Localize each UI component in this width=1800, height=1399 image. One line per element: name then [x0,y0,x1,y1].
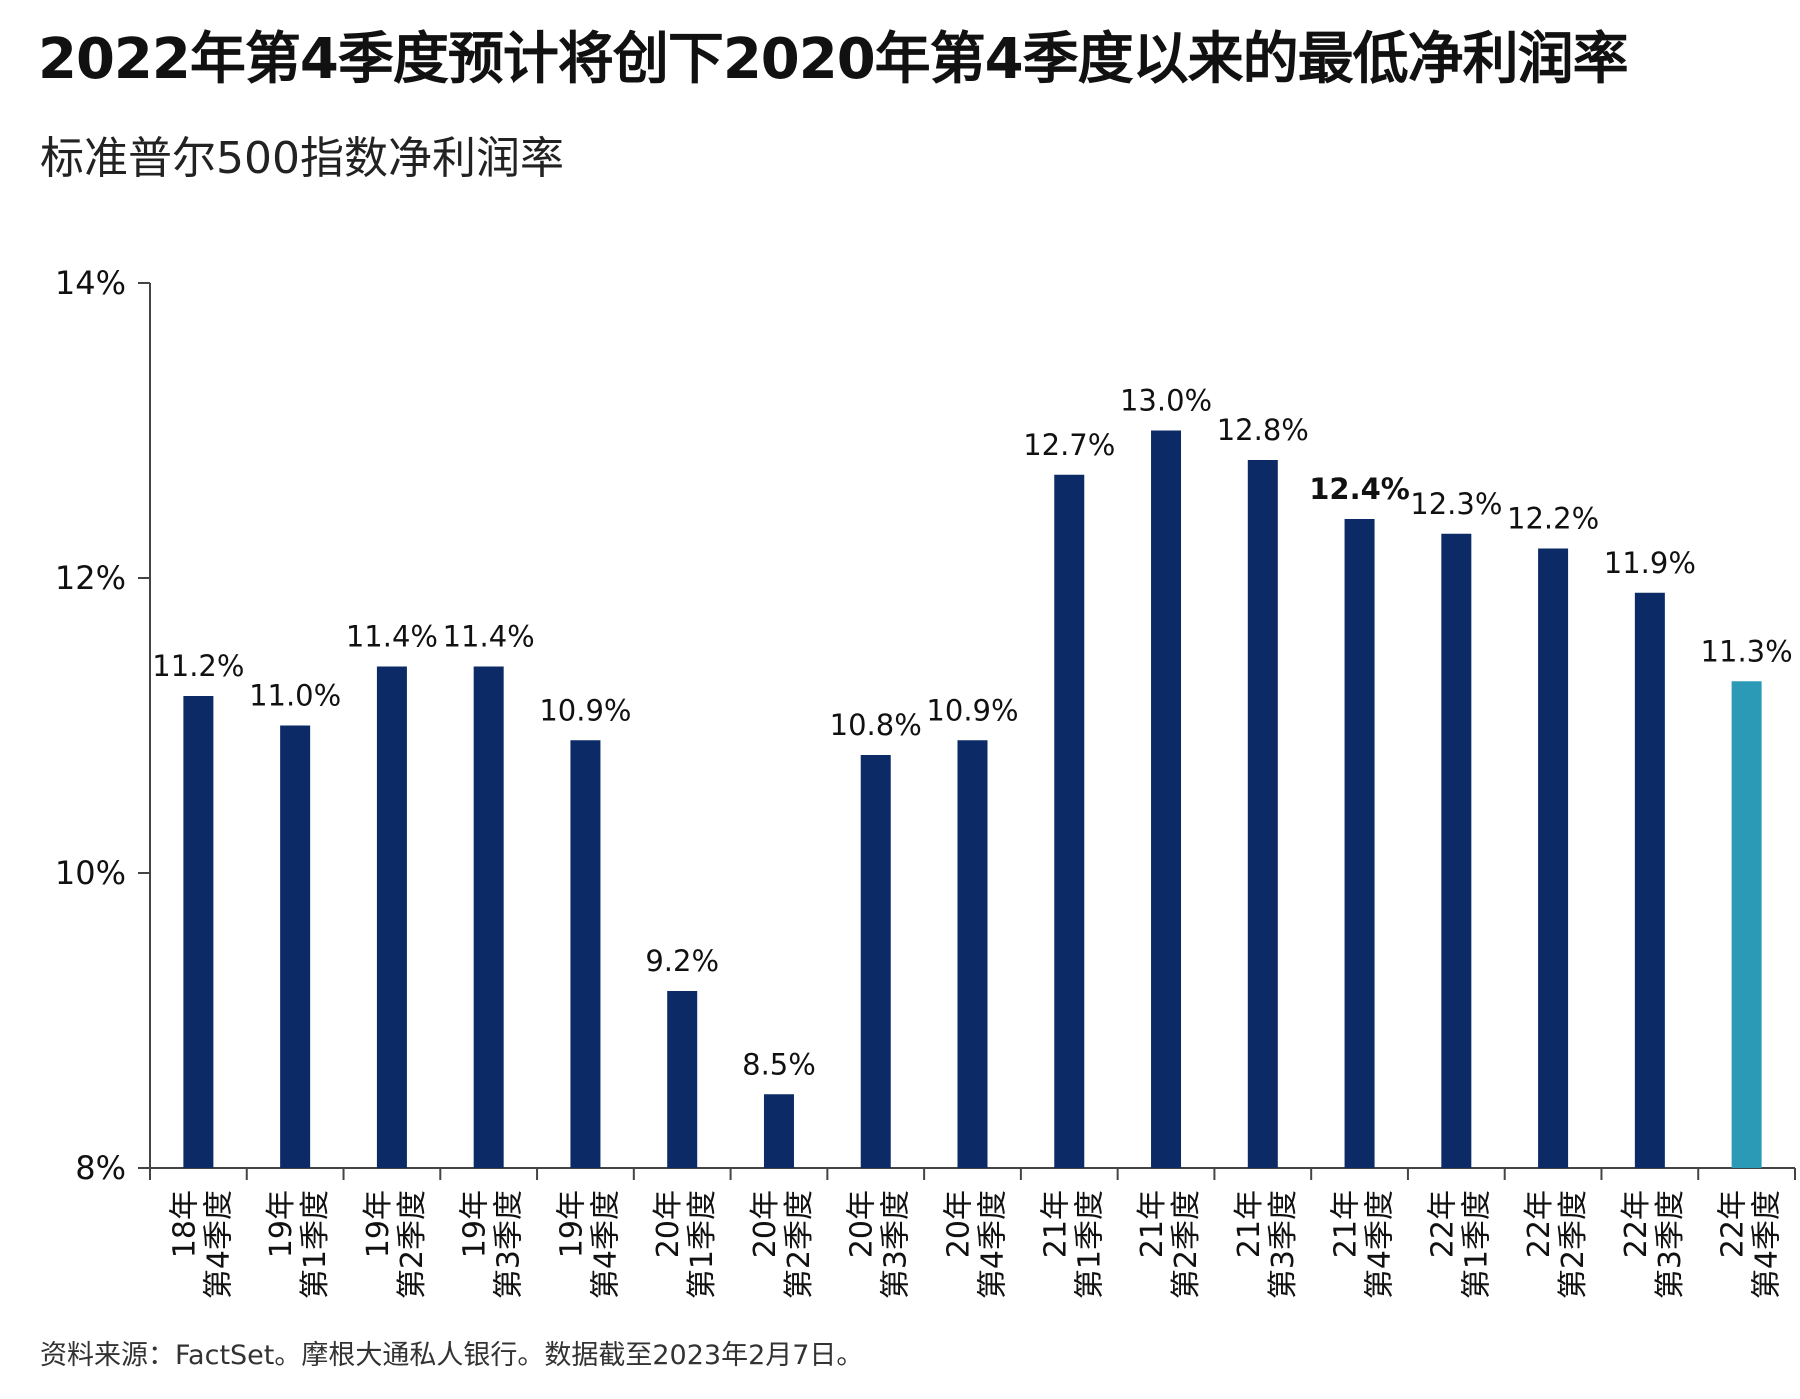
bar [1151,430,1182,1168]
x-category-year: 21年 [1232,1190,1267,1258]
x-category-label: 19年 第3季度 [458,1190,527,1299]
x-category-year: 21年 [1038,1190,1073,1258]
chart-subtitle: 标准普尔500指数净利润率 [40,133,564,184]
x-category-year: 22年 [1522,1190,1557,1258]
bar [1247,460,1278,1168]
x-category-quarter: 第3季度 [492,1190,527,1299]
bar [763,1094,794,1168]
x-category-label: 21年 第4季度 [1329,1190,1398,1299]
x-category-year: 19年 [264,1190,299,1258]
bar [473,666,504,1168]
bar [667,991,698,1168]
bar [957,740,988,1168]
x-category-year: 21年 [1135,1190,1170,1258]
x-category-quarter: 第3季度 [879,1190,914,1299]
x-category-label: 22年 第1季度 [1425,1190,1494,1299]
data-label: 12.3% [1410,487,1502,521]
x-category-label: 19年 第4季度 [554,1190,623,1299]
y-tick-label: 10% [55,854,126,892]
bar [860,755,891,1168]
x-category-quarter: 第4季度 [588,1190,623,1299]
x-category-quarter: 第2季度 [1556,1190,1591,1299]
x-category-label: 20年 第4季度 [942,1190,1011,1299]
x-category-year: 20年 [845,1190,880,1258]
x-category-quarter: 第3季度 [1266,1190,1301,1299]
x-category-label: 18年 第4季度 [167,1190,236,1299]
x-category-quarter: 第1季度 [298,1190,333,1299]
x-category-year: 18年 [167,1190,202,1258]
x-category-year: 22年 [1619,1190,1654,1258]
data-label: 11.2% [152,649,244,683]
x-category-label: 19年 第1季度 [264,1190,333,1299]
x-category-quarter: 第4季度 [1363,1190,1398,1299]
x-category-quarter: 第2季度 [395,1190,430,1299]
y-tick-label: 12% [55,559,126,597]
x-category-label: 20年 第1季度 [651,1190,720,1299]
x-category-label: 20年 第2季度 [748,1190,817,1299]
source-note: 资料来源：FactSet。摩根大通私人银行。数据截至2023年2月7日。 [40,1340,864,1371]
x-category-label: 21年 第1季度 [1038,1190,1107,1299]
x-category-label: 20年 第3季度 [845,1190,914,1299]
y-tick-label: 8% [75,1149,126,1187]
data-label: 11.0% [249,679,341,713]
x-category-label: 21年 第2季度 [1135,1190,1204,1299]
data-label: 10.9% [539,693,631,727]
data-label: 10.9% [926,693,1018,727]
data-label: 11.4% [443,620,535,654]
x-category-year: 19年 [554,1190,589,1258]
x-category-year: 22年 [1425,1190,1460,1258]
data-label: 12.8% [1217,413,1309,447]
x-category-quarter: 第1季度 [1072,1190,1107,1299]
data-label: 11.9% [1604,546,1696,580]
x-category-quarter: 第4季度 [976,1190,1011,1299]
data-label: 12.7% [1023,428,1115,462]
bar [1441,533,1472,1168]
x-category-year: 22年 [1716,1190,1751,1258]
x-category-year: 20年 [942,1190,977,1258]
data-label: 10.8% [830,708,922,742]
x-category-year: 20年 [748,1190,783,1258]
bar [1731,681,1762,1168]
x-category-quarter: 第3季度 [1653,1190,1688,1299]
bar [1634,592,1665,1168]
x-category-label: 22年 第2季度 [1522,1190,1591,1299]
bar [1344,519,1375,1168]
x-category-quarter: 第2季度 [782,1190,817,1299]
chart-title: 2022年第4季度预计将创下2020年第4季度以来的最低净利润率 [38,27,1629,92]
x-category-year: 19年 [458,1190,493,1258]
data-label: 13.0% [1120,384,1212,418]
data-label: 11.3% [1701,634,1793,668]
bar [280,725,311,1168]
bar [376,666,407,1168]
x-category-label: 19年 第2季度 [361,1190,430,1299]
bar [1538,548,1569,1168]
y-tick-label: 14% [55,264,126,302]
x-category-quarter: 第4季度 [201,1190,236,1299]
x-category-label: 21年 第3季度 [1232,1190,1301,1299]
x-category-quarter: 第1季度 [685,1190,720,1299]
data-label: 11.4% [346,620,438,654]
x-category-year: 21年 [1329,1190,1364,1258]
x-category-quarter: 第2季度 [1169,1190,1204,1299]
data-label: 12.2% [1507,502,1599,536]
bar [1054,474,1085,1168]
data-label: 8.5% [742,1047,816,1081]
x-category-label: 22年 第3季度 [1619,1190,1688,1299]
x-category-label: 22年 第4季度 [1716,1190,1785,1299]
x-category-quarter: 第4季度 [1750,1190,1785,1299]
x-category-year: 20年 [651,1190,686,1258]
x-category-quarter: 第1季度 [1459,1190,1494,1299]
bar [183,696,214,1168]
bar [570,740,601,1168]
data-label: 12.4% [1309,472,1410,506]
data-label: 9.2% [645,944,719,978]
x-category-year: 19年 [361,1190,396,1258]
